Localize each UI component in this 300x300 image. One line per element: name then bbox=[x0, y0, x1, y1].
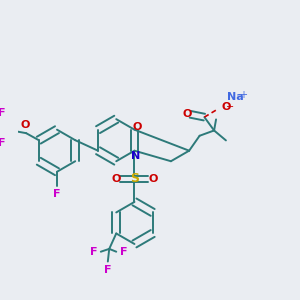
Text: −: − bbox=[226, 102, 234, 112]
Text: Na: Na bbox=[227, 92, 244, 103]
Text: O: O bbox=[148, 174, 158, 184]
Text: +: + bbox=[239, 90, 247, 100]
Text: O: O bbox=[182, 109, 192, 119]
Text: F: F bbox=[0, 108, 5, 118]
Text: F: F bbox=[0, 138, 5, 148]
Text: F: F bbox=[120, 247, 127, 257]
Text: O: O bbox=[20, 120, 29, 130]
Text: S: S bbox=[130, 172, 139, 185]
Text: O: O bbox=[221, 102, 231, 112]
Text: F: F bbox=[53, 189, 61, 199]
Text: F: F bbox=[104, 266, 112, 275]
Text: F: F bbox=[90, 247, 98, 257]
Text: N: N bbox=[131, 151, 140, 161]
Text: O: O bbox=[132, 122, 141, 132]
Text: O: O bbox=[112, 174, 121, 184]
